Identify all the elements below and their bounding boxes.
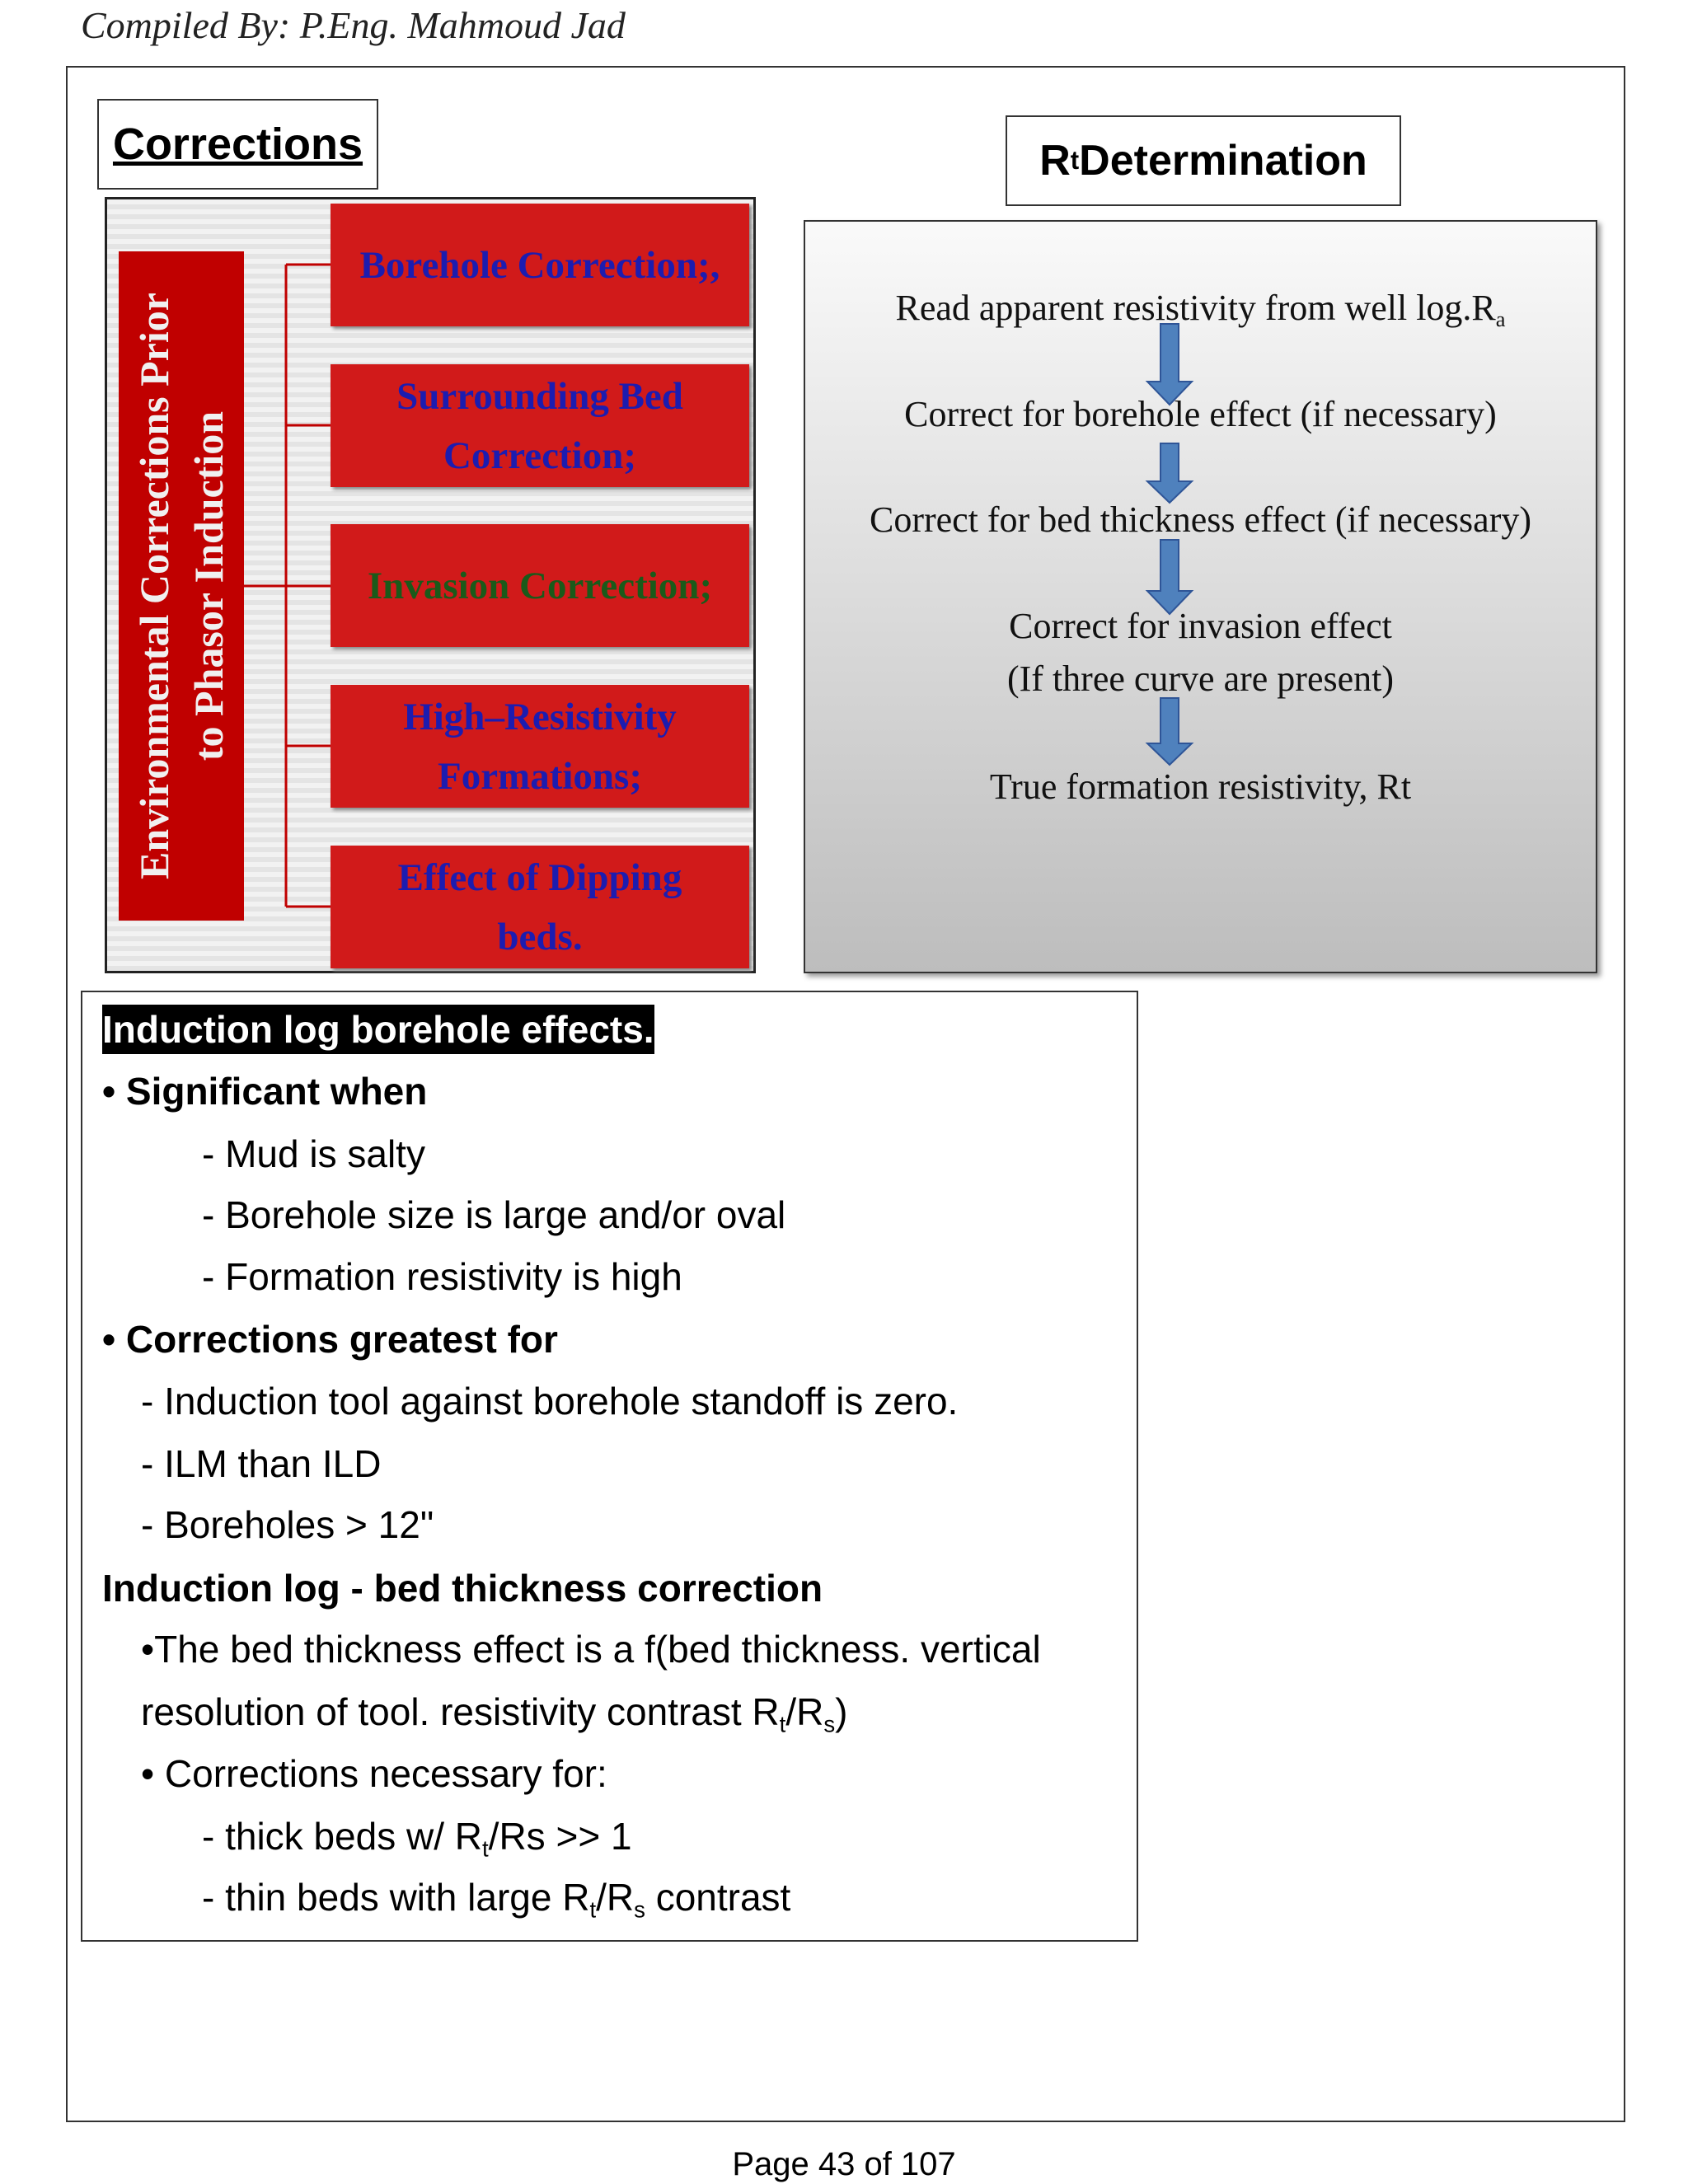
text: Induction log - bed thickness correction: [102, 1567, 823, 1610]
correction-text: Effect of Dipping: [397, 855, 682, 899]
text: Correct for invasion effect: [1009, 606, 1392, 646]
text: (If three curve are present): [1006, 658, 1395, 699]
subscript: t: [482, 1835, 489, 1862]
correction-text: Surrounding Bed: [396, 374, 683, 418]
text: Read apparent resistivity from well log.…: [895, 288, 1496, 328]
flow-arrows: [1145, 323, 1194, 766]
text: - Borehole size is large and/or oval: [202, 1193, 786, 1236]
flow-step: Read apparent resistivity from well log.…: [804, 282, 1597, 345]
text: ): [835, 1690, 848, 1733]
text: - ILM than ILD: [141, 1442, 382, 1485]
text: • Corrections greatest for: [102, 1318, 558, 1361]
flow-line: (If three curve are present): [804, 653, 1597, 705]
text: - Induction tool against borehole stando…: [141, 1380, 959, 1422]
note-line: - Induction tool against borehole stando…: [141, 1376, 958, 1426]
correction-box: Surrounding Bed Correction;: [331, 364, 749, 487]
text: •The bed thickness effect is a f(bed thi…: [141, 1628, 1041, 1671]
flow-step: Correct for invasion effect (If three cur…: [804, 600, 1597, 705]
connectors: [244, 263, 331, 908]
subscript: t: [779, 1711, 786, 1737]
note-line: - Boreholes > 12": [141, 1500, 434, 1549]
notes-box: [81, 991, 1138, 1942]
text: /R: [596, 1876, 635, 1919]
flow-line: Correct for bed thickness effect (if nec…: [804, 494, 1597, 546]
text: - Formation resistivity is high: [202, 1255, 682, 1298]
rt-flow-box: [804, 220, 1597, 973]
text: Correct for borehole effect (if necessar…: [904, 394, 1497, 434]
correction-box: Invasion Correction;: [331, 524, 749, 647]
note-line: - Borehole size is large and/or oval: [202, 1190, 785, 1240]
subscript: t: [589, 1896, 597, 1923]
note-line: - thick beds w/ Rt/Rs >> 1: [202, 1811, 632, 1873]
correction-text: Borehole Correction;,: [359, 243, 720, 287]
flow-step: True formation resistivity, Rt: [804, 761, 1597, 813]
subscript: s: [823, 1711, 836, 1737]
correction-text: High–Resistivity: [403, 695, 677, 738]
text: resolution of tool. resistivity contrast…: [141, 1690, 780, 1733]
text: Induction log borehole effects.: [102, 1008, 654, 1051]
correction-text: Invasion Correction;: [367, 564, 713, 607]
note-line: Induction log - bed thickness correction: [102, 1563, 823, 1613]
correction-text: beds.: [497, 915, 583, 958]
flow-step: Correct for borehole effect (if necessar…: [804, 388, 1597, 441]
text: • Corrections necessary for:: [141, 1752, 607, 1795]
note-line: • Corrections greatest for: [102, 1315, 558, 1364]
text: - Mud is salty: [202, 1132, 425, 1175]
subscript: a: [1495, 306, 1506, 331]
note-line: • Corrections necessary for:: [141, 1749, 607, 1798]
correction-text: Correction;: [443, 434, 637, 477]
text: /R: [785, 1690, 824, 1733]
correction-box: Effect of Dipping beds.: [331, 846, 749, 968]
flow-line: True formation resistivity, Rt: [804, 761, 1597, 813]
flow-line: Read apparent resistivity from well log.…: [804, 282, 1597, 345]
page-frame: [66, 66, 1625, 2122]
note-line: •The bed thickness effect is a f(bed thi…: [141, 1624, 1041, 1674]
text: R: [1039, 137, 1071, 185]
correction-box: Borehole Correction;,: [331, 204, 749, 326]
note-line: - ILM than ILD: [141, 1439, 381, 1488]
correction-box: High–Resistivity Formations;: [331, 685, 749, 808]
text: Determination: [1079, 137, 1367, 185]
text: True formation resistivity, Rt: [989, 766, 1412, 807]
correction-text: Formations;: [437, 754, 642, 798]
side-bar: Environmental Corrections Prior to Phasor…: [119, 251, 244, 921]
footer: Page 43 of 107: [732, 2146, 956, 2182]
text: • Significant when: [102, 1070, 428, 1113]
subscript: s: [634, 1896, 645, 1923]
corrections-title: Corrections: [97, 99, 378, 190]
note-line: resolution of tool. resistivity contrast…: [141, 1687, 847, 1749]
text: /Rs >> 1: [488, 1815, 632, 1858]
text: Correct for bed thickness effect (if nec…: [869, 499, 1532, 540]
note-heading: Induction log borehole effects.: [102, 1005, 654, 1054]
flow-line: Correct for invasion effect: [804, 600, 1597, 653]
subscript: t: [1070, 146, 1080, 175]
note-line: - thin beds with large Rt/Rs contrast: [202, 1872, 790, 1934]
flow-step: Correct for bed thickness effect (if nec…: [804, 494, 1597, 546]
note-line: - Mud is salty: [202, 1129, 425, 1179]
note-line: - Formation resistivity is high: [202, 1252, 682, 1301]
flow-line: Correct for borehole effect (if necessar…: [804, 388, 1597, 441]
text: contrast: [645, 1876, 791, 1919]
text: - thin beds with large R: [202, 1876, 590, 1919]
text: - thick beds w/ R: [202, 1815, 482, 1858]
note-line: • Significant when: [102, 1066, 427, 1116]
text: - Boreholes > 12": [141, 1503, 434, 1546]
header: Compiled By: P.Eng. Mahmoud Jad: [81, 4, 626, 46]
